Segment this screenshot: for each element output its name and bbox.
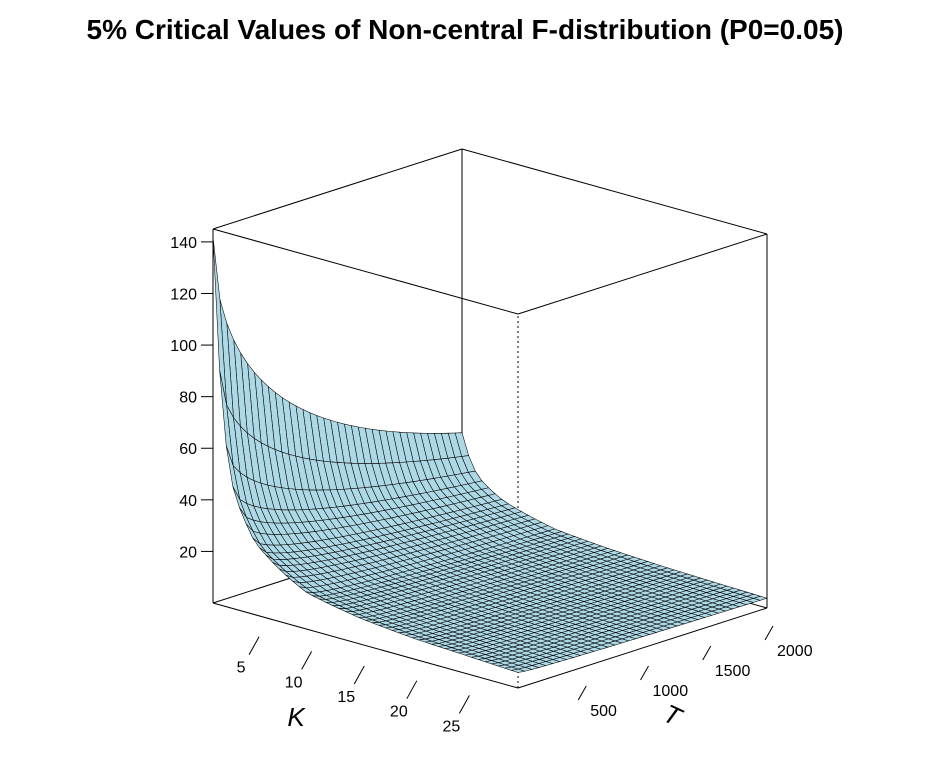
x-tick-label: 5 — [237, 660, 246, 677]
box-edge — [517, 233, 768, 315]
y-tick-label: 1000 — [653, 683, 689, 700]
y-tick-label: 2000 — [777, 643, 813, 660]
x-tick-label: 15 — [337, 689, 355, 706]
z-tick-label: 80 — [179, 390, 197, 407]
z-tick-label: 120 — [170, 286, 197, 303]
surface-facet — [511, 668, 526, 673]
x-tick — [353, 665, 365, 685]
x-axis: 5 10 15 20 25 — [237, 636, 470, 735]
y-tick — [640, 665, 649, 681]
z-tick-label: 100 — [170, 338, 197, 355]
x-tick — [406, 680, 418, 699]
y-tick — [764, 625, 774, 641]
box-edge — [517, 607, 768, 689]
x-axis-title: K — [287, 702, 306, 732]
z-tick-label: 140 — [170, 235, 197, 252]
z-tick-label: 20 — [179, 544, 197, 561]
z-tick-label: 60 — [179, 441, 197, 458]
x-tick — [458, 695, 470, 714]
z-tick-label: 40 — [179, 493, 197, 510]
box-edge — [461, 148, 768, 235]
chart-title: 5% Critical Values of Non-central F-dist… — [86, 14, 844, 45]
y-tick-label: 1500 — [715, 663, 751, 680]
box-edge — [212, 228, 519, 315]
x-tick — [248, 636, 260, 655]
y-tick — [702, 645, 712, 661]
y-tick-label: 500 — [590, 703, 617, 720]
y-axis: 500 1000 1500 2000 — [577, 625, 813, 720]
box-edge — [212, 602, 519, 689]
x-tick-label: 20 — [390, 704, 408, 721]
surface-mesh — [212, 236, 768, 673]
x-tick — [301, 651, 313, 670]
box-edge — [212, 148, 463, 230]
x-tick-label: 10 — [285, 674, 303, 691]
z-axis: 20 40 60 80 100 120 140 — [170, 235, 213, 561]
x-tick-label: 25 — [443, 718, 461, 735]
plot-box-front — [212, 229, 768, 689]
y-tick — [577, 685, 587, 701]
y-axis-title: T — [659, 698, 688, 733]
